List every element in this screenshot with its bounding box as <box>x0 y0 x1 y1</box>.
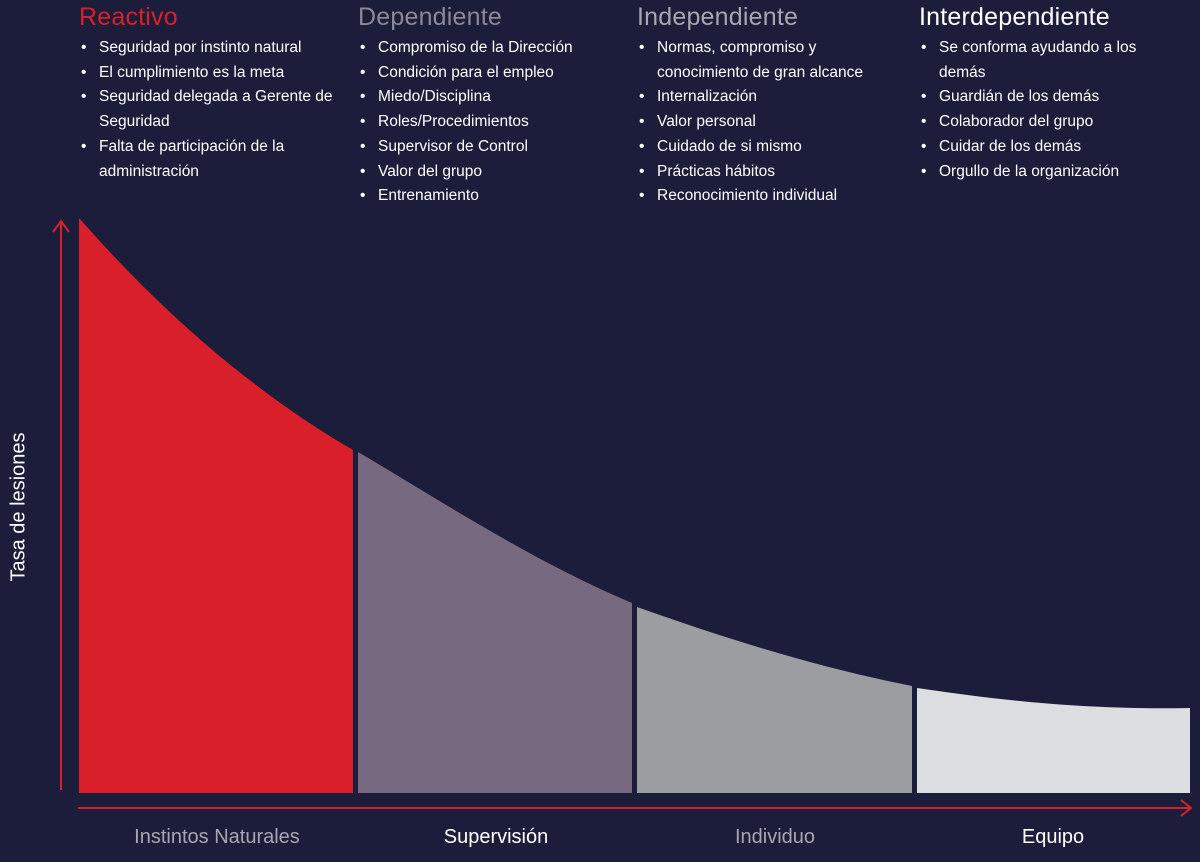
footer-label-interdependiente: Equipo <box>1021 826 1085 848</box>
bullet-item: Se conforma ayudando a los demás <box>919 36 1181 85</box>
curve-segment-independiente <box>637 607 912 793</box>
footer-label-dependiente: Supervisión <box>443 826 549 848</box>
bullet-item: Valor del grupo <box>358 160 626 185</box>
stage-bullets: Normas, compromiso y conocimiento de gra… <box>637 36 905 209</box>
stage-independiente: Independiente Normas, compromiso y conoc… <box>637 0 905 209</box>
y-axis-label: Tasa de lesiones <box>7 432 30 582</box>
bullet-item: Internalización <box>637 85 905 110</box>
stage-title: Interdependiente <box>919 3 1110 31</box>
bullet-item: Colaborador del grupo <box>919 110 1181 135</box>
bullet-item: Miedo/Disciplina <box>358 85 626 110</box>
curve-segment-dependiente <box>358 452 632 793</box>
x-axis-arrow <box>78 799 1193 817</box>
bullet-item: Roles/Procedimientos <box>358 110 626 135</box>
stage-bullets: Se conforma ayudando a los demás Guardiá… <box>919 36 1181 184</box>
stage-title: Independiente <box>637 3 799 31</box>
bullet-item: Guardián de los demás <box>919 85 1181 110</box>
bullet-item: Valor personal <box>637 110 905 135</box>
stage-title: Dependiente <box>358 3 502 31</box>
stage-bullets: Seguridad por instinto natural El cumpli… <box>79 36 347 184</box>
bullet-item: Orgullo de la organización <box>919 160 1181 185</box>
bullet-item: Seguridad delegada a Gerente de Segurida… <box>79 85 347 134</box>
bullet-item: Cuidado de si mismo <box>637 135 905 160</box>
bullet-item: Entrenamiento <box>358 184 626 209</box>
stage-bullets: Compromiso de la Dirección Condición par… <box>358 36 626 209</box>
stage-title: Reactivo <box>79 3 178 31</box>
bullet-item: Normas, compromiso y conocimiento de gra… <box>637 36 905 85</box>
bullet-item: Seguridad por instinto natural <box>79 36 347 61</box>
stage-dependiente: Dependiente Compromiso de la Dirección C… <box>358 0 626 209</box>
bullet-item: Cuidar de los demás <box>919 135 1181 160</box>
bullet-item: Supervisor de Control <box>358 135 626 160</box>
bullet-item: Compromiso de la Dirección <box>358 36 626 61</box>
footer-label-independiente: Individuo <box>734 826 816 848</box>
bullet-item: Reconocimiento individual <box>637 184 905 209</box>
bullet-item: Prácticas hábitos <box>637 160 905 185</box>
stage-interdependiente: Interdependiente Se conforma ayudando a … <box>919 0 1181 184</box>
curve-segment-interdependiente <box>917 688 1190 793</box>
bullet-item: Falta de participación de la administrac… <box>79 135 347 184</box>
curve-segment-reactivo <box>79 218 353 793</box>
footer-label-reactivo: Instintos Naturales <box>134 826 300 848</box>
stage-reactivo: Reactivo Seguridad por instinto natural … <box>79 0 347 184</box>
bullet-item: Condición para el empleo <box>358 61 626 86</box>
y-axis-arrow <box>52 219 70 790</box>
bullet-item: El cumplimiento es la meta <box>79 61 347 86</box>
